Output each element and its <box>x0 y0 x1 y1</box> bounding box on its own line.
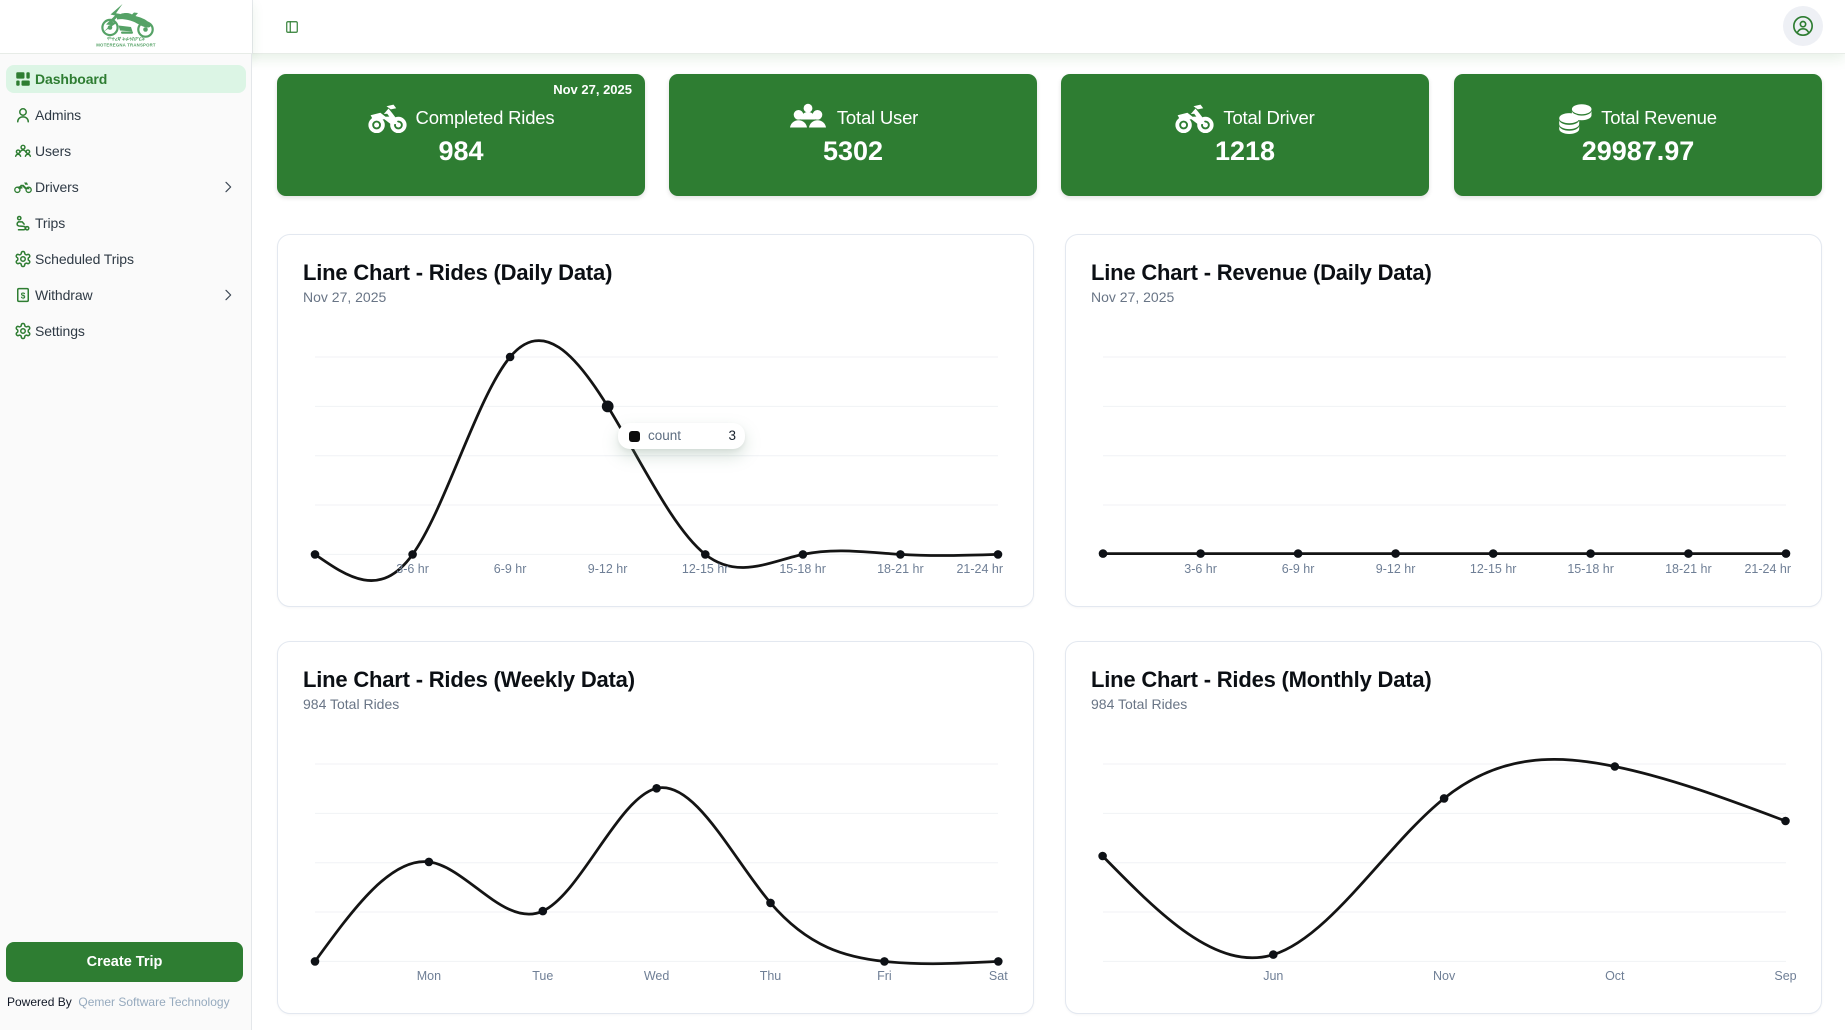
svg-text:12-15 hr: 12-15 hr <box>1470 562 1517 576</box>
svg-text:6-9 hr: 6-9 hr <box>1282 562 1315 576</box>
svg-text:Nov: Nov <box>1433 969 1456 983</box>
svg-text:Sat: Sat <box>989 969 1008 983</box>
svg-text:Oct: Oct <box>1605 969 1625 983</box>
svg-text:ሞተረኛ ትራንስፖርት: ሞተረኛ ትራንስፖርት <box>107 37 146 43</box>
svg-text:3-6 hr: 3-6 hr <box>1184 562 1217 576</box>
svg-text:9-12 hr: 9-12 hr <box>588 562 628 576</box>
svg-text:MOTEREGNA TRANSPORT: MOTEREGNA TRANSPORT <box>96 42 156 47</box>
svg-text:$: $ <box>21 291 26 300</box>
svg-text:Mon: Mon <box>417 969 441 983</box>
svg-text:Fri: Fri <box>877 969 892 983</box>
svg-text:15-18 hr: 15-18 hr <box>1567 562 1614 576</box>
svg-text:3-6 hr: 3-6 hr <box>396 562 429 576</box>
svg-text:9-12 hr: 9-12 hr <box>1376 562 1416 576</box>
svg-text:21-24 hr: 21-24 hr <box>956 562 1003 576</box>
svg-text:Thu: Thu <box>760 969 782 983</box>
svg-text:12-15 hr: 12-15 hr <box>682 562 729 576</box>
svg-text:18-21 hr: 18-21 hr <box>1665 562 1712 576</box>
svg-text:Jun: Jun <box>1263 969 1283 983</box>
svg-text:6-9 hr: 6-9 hr <box>494 562 527 576</box>
svg-text:21-24 hr: 21-24 hr <box>1744 562 1791 576</box>
svg-text:Wed: Wed <box>644 969 670 983</box>
svg-text:15-18 hr: 15-18 hr <box>779 562 826 576</box>
svg-text:18-21 hr: 18-21 hr <box>877 562 924 576</box>
svg-text:Tue: Tue <box>532 969 553 983</box>
svg-text:Sep: Sep <box>1774 969 1796 983</box>
